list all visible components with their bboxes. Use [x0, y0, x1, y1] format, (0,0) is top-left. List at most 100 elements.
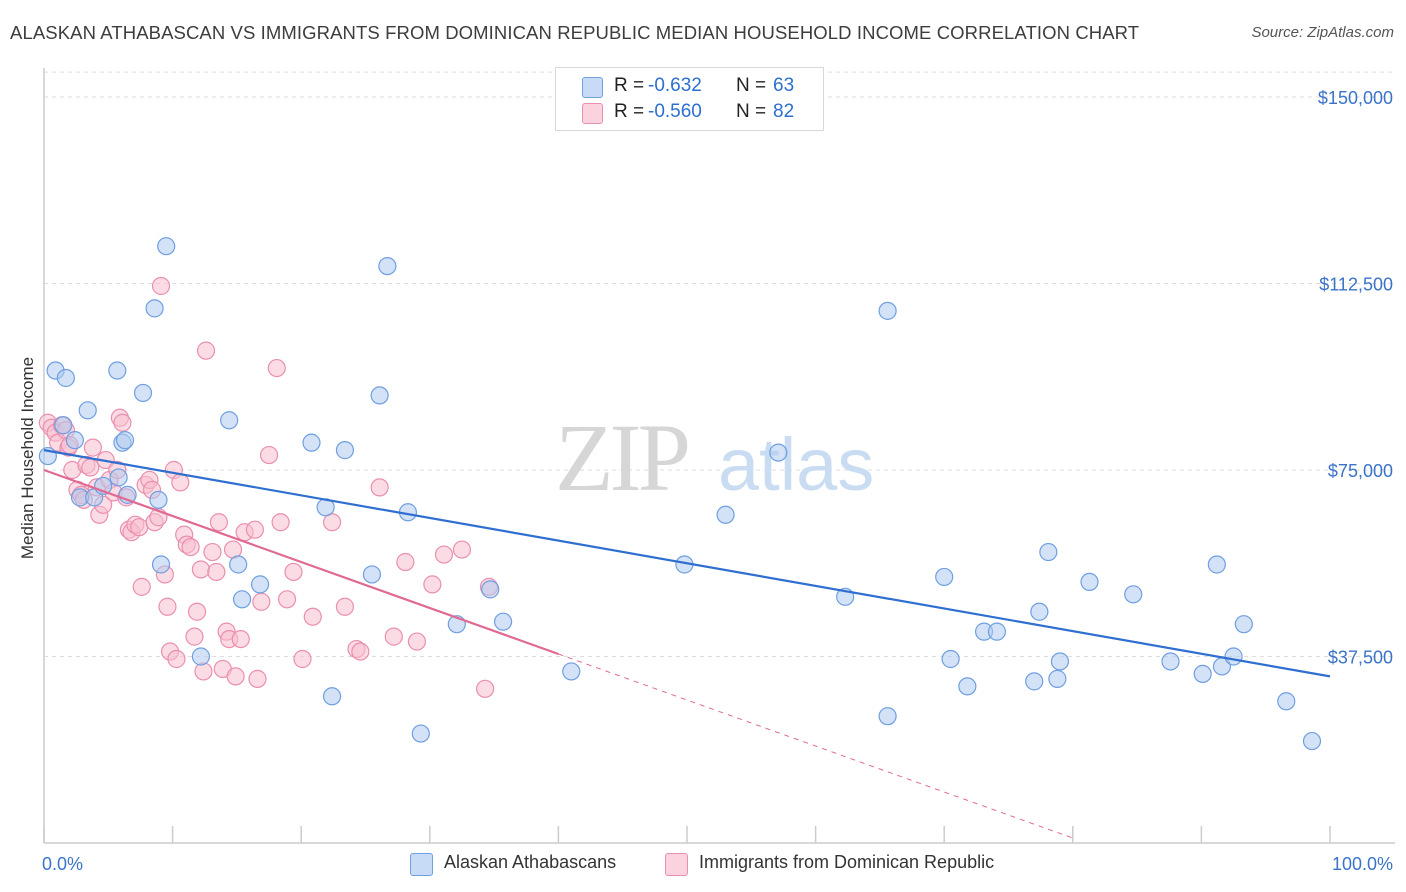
data-point-athabascan [958, 677, 977, 696]
axes [43, 68, 1395, 844]
data-point-athabascan [378, 256, 397, 276]
tick-labels: $37,500 $75,000 $112,500 $150,000 0.0% 100.0% [42, 88, 1393, 874]
data-point-athabascan [481, 580, 500, 599]
data-point-dominican [335, 597, 355, 616]
data-point-dominican [132, 577, 151, 596]
data-point-dominican [187, 602, 207, 621]
data-point-dominican [130, 518, 149, 537]
watermark: ZIP atlas [555, 404, 874, 511]
data-point-dominican [452, 540, 472, 559]
data-point-athabascan [229, 555, 248, 574]
data-point-dominican [226, 667, 245, 686]
data-point-athabascan [1224, 647, 1243, 666]
data-point-dominican [151, 276, 171, 296]
data-point-dominican [167, 649, 186, 669]
data-point-dominican [407, 632, 427, 651]
data-point-athabascan [1193, 664, 1212, 684]
data-point-athabascan [220, 411, 239, 430]
data-point-athabascan [335, 441, 355, 460]
data-point-dominican [245, 520, 265, 539]
watermark-zip: ZIP [555, 404, 688, 511]
y-tick-label: $150,000 [1318, 88, 1393, 108]
data-point-athabascan [149, 490, 168, 509]
y-tick-label: $75,000 [1328, 461, 1393, 481]
data-point-athabascan [1302, 731, 1322, 751]
legend-row-athabascan: R = -0.632 N = 63 [556, 74, 823, 100]
legend-row-dominican: R = -0.560 N = 82 [556, 100, 823, 126]
data-point-athabascan [191, 647, 210, 666]
data-point-athabascan [157, 237, 176, 256]
data-point-athabascan [1048, 669, 1067, 688]
data-point-dominican [384, 627, 403, 646]
watermark-atlas: atlas [718, 423, 874, 506]
data-point-dominican [259, 445, 279, 465]
correlation-legend: R = -0.632 N = 63 R = -0.560 N = 82 [555, 67, 824, 131]
data-point-dominican [231, 629, 250, 649]
data-point-athabascan [494, 612, 513, 631]
data-point-athabascan [78, 401, 97, 420]
data-point-athabascan [941, 649, 960, 669]
data-point-athabascan [1039, 542, 1058, 562]
data-point-dominican [284, 562, 303, 582]
data-point-athabascan [769, 443, 788, 462]
data-point-athabascan [250, 575, 270, 594]
data-point-athabascan [362, 565, 382, 584]
data-point-dominican [396, 552, 415, 572]
data-point-dominican [303, 607, 322, 626]
trend-line-dominican [43, 468, 559, 656]
data-point-athabascan [133, 383, 153, 403]
data-point-athabascan [1050, 652, 1070, 671]
r-label: R = [614, 101, 645, 122]
data-point-athabascan [1025, 672, 1044, 691]
n-label: N = [736, 101, 767, 122]
data-point-dominican [158, 597, 177, 616]
n-value: 82 [773, 101, 795, 122]
data-point-dominican [252, 592, 271, 611]
data-point-dominican [434, 545, 454, 564]
r-value: -0.560 [648, 101, 702, 122]
data-point-athabascan [1161, 652, 1180, 671]
data-point-dominican [185, 627, 204, 646]
r-value: -0.632 [648, 75, 702, 96]
data-point-athabascan [411, 724, 430, 743]
data-point-athabascan [1277, 692, 1296, 711]
data-point-dominican [191, 560, 210, 579]
legend-swatch-pink [582, 103, 603, 124]
data-point-athabascan [145, 299, 164, 318]
n-value: 63 [773, 75, 795, 96]
data-point-athabascan [987, 622, 1007, 641]
r-label: R = [614, 75, 645, 96]
series-athabascan-points [38, 237, 1322, 751]
data-point-athabascan [232, 590, 252, 609]
data-point-athabascan [302, 433, 321, 452]
data-point-dominican [209, 513, 228, 532]
data-point-dominican [83, 438, 102, 457]
data-point-athabascan [1207, 555, 1226, 574]
data-point-dominican [207, 562, 226, 582]
data-point-athabascan [370, 386, 389, 405]
data-point-athabascan [109, 468, 128, 487]
data-point-dominican [475, 679, 495, 698]
y-tick-label: $112,500 [1319, 275, 1393, 295]
data-point-athabascan [1030, 602, 1049, 621]
data-point-dominican [194, 662, 213, 681]
legend-swatch-blue [410, 853, 433, 876]
series-legend: Alaskan Athabascans Immigrants from Domi… [0, 851, 1406, 881]
legend-swatch-blue [582, 77, 603, 98]
data-point-dominican [293, 649, 312, 669]
data-point-dominican [370, 478, 389, 497]
data-point-athabascan [935, 567, 954, 587]
chart-title: ALASKAN ATHABASCAN VS IMMIGRANTS FROM DO… [10, 22, 1140, 43]
data-point-dominican [248, 669, 267, 688]
y-tick-label: $37,500 [1328, 648, 1393, 668]
data-point-athabascan [54, 416, 73, 435]
data-point-athabascan [878, 301, 897, 320]
trend-extension-dominican [558, 653, 1073, 839]
data-point-athabascan [562, 662, 581, 681]
legend-label: Immigrants from Dominican Republic [699, 852, 995, 872]
data-point-athabascan [108, 361, 127, 380]
data-point-athabascan [1124, 585, 1143, 604]
x-tick-label: 100.0% [1332, 854, 1393, 874]
data-point-dominican [351, 642, 370, 661]
